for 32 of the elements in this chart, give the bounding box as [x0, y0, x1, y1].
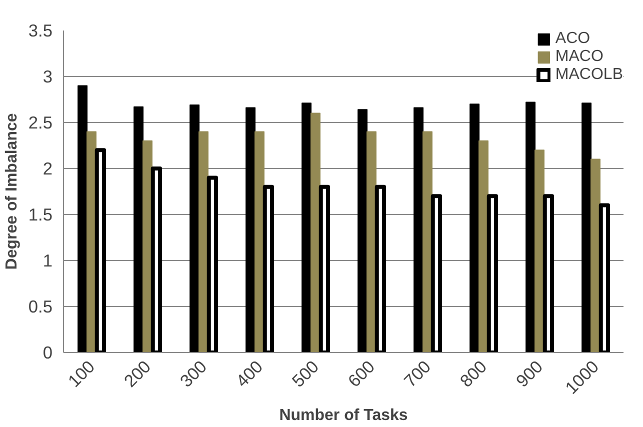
x-tick-label: 200 [120, 356, 155, 392]
y-tick-label: 3.5 [28, 20, 53, 40]
bar [246, 107, 256, 352]
legend-label: MACO [555, 48, 604, 66]
x-tick-label: 400 [232, 356, 267, 392]
bar [358, 109, 368, 352]
y-axis-title: Degree of Imbalance [3, 113, 20, 270]
y-tick-label: 1.5 [28, 204, 53, 224]
x-tick-label: 100 [64, 356, 99, 392]
legend-label: MACOLB [555, 66, 623, 84]
bar [470, 104, 480, 352]
y-tick-label: 1 [42, 250, 53, 270]
y-tick-label: 2.5 [28, 112, 53, 132]
bar [414, 107, 424, 352]
x-tick-label: 700 [400, 356, 435, 392]
x-tick-label: 800 [456, 356, 491, 392]
y-tick-label: 3 [42, 66, 53, 86]
bar [302, 102, 312, 352]
bar [78, 85, 88, 352]
x-axis-title: Number of Tasks [279, 407, 408, 424]
x-tick-label: 500 [288, 356, 323, 392]
x-tick-label: 300 [176, 356, 211, 392]
x-tick-label: 900 [512, 356, 547, 392]
bar [190, 104, 200, 352]
bar [582, 102, 592, 352]
y-tick-label: 0.5 [28, 296, 53, 316]
y-tick-label: 0 [42, 342, 53, 362]
bar [526, 102, 536, 352]
legend-label: ACO [555, 30, 590, 48]
x-tick-label: 600 [344, 356, 379, 392]
bar [134, 106, 144, 352]
y-tick-label: 2 [42, 158, 53, 178]
